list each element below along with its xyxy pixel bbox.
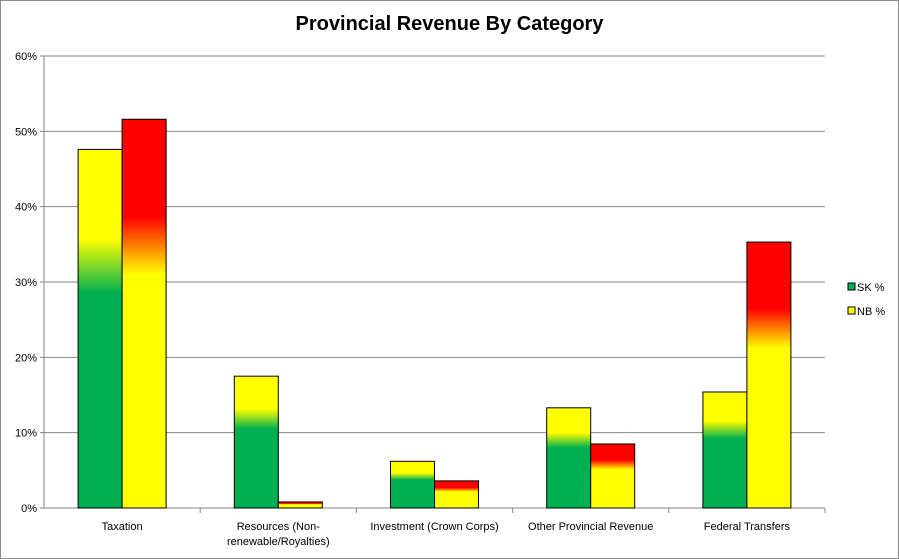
bar-sk--3 bbox=[546, 407, 592, 509]
legend-label: NB % bbox=[857, 306, 885, 318]
bar-nb--0 bbox=[121, 118, 167, 509]
x-category-label: renewable/Royalties) bbox=[227, 536, 330, 548]
y-tick-label: 30% bbox=[15, 277, 37, 289]
bar-sk--1 bbox=[233, 375, 279, 509]
bar-sk--4 bbox=[702, 391, 748, 509]
chart-title: Provincial Revenue By Category bbox=[295, 13, 604, 35]
y-tick-label: 50% bbox=[15, 126, 37, 138]
x-category-label: Federal Transfers bbox=[704, 521, 791, 533]
legend-swatch bbox=[847, 306, 856, 315]
y-tick-label: 0% bbox=[21, 503, 37, 515]
bar-nb--1 bbox=[277, 501, 323, 509]
x-category-label: Investment (Crown Corps) bbox=[370, 521, 498, 533]
y-tick-label: 20% bbox=[15, 352, 37, 364]
bar-sk--2 bbox=[390, 460, 435, 509]
bar-nb--3 bbox=[590, 443, 636, 509]
bar-sk--0 bbox=[77, 148, 123, 509]
y-tick-label: 60% bbox=[15, 51, 37, 63]
x-category-label: Resources (Non- bbox=[237, 521, 320, 533]
bar-nb--2 bbox=[434, 480, 479, 509]
x-category-label: Taxation bbox=[102, 521, 143, 533]
legend-label: SK % bbox=[857, 282, 885, 294]
x-category-label: Other Provincial Revenue bbox=[528, 521, 653, 533]
y-tick-label: 10% bbox=[15, 428, 37, 440]
legend-swatch bbox=[847, 282, 856, 291]
bar-nb--4 bbox=[746, 241, 792, 509]
y-tick-label: 40% bbox=[15, 202, 37, 214]
